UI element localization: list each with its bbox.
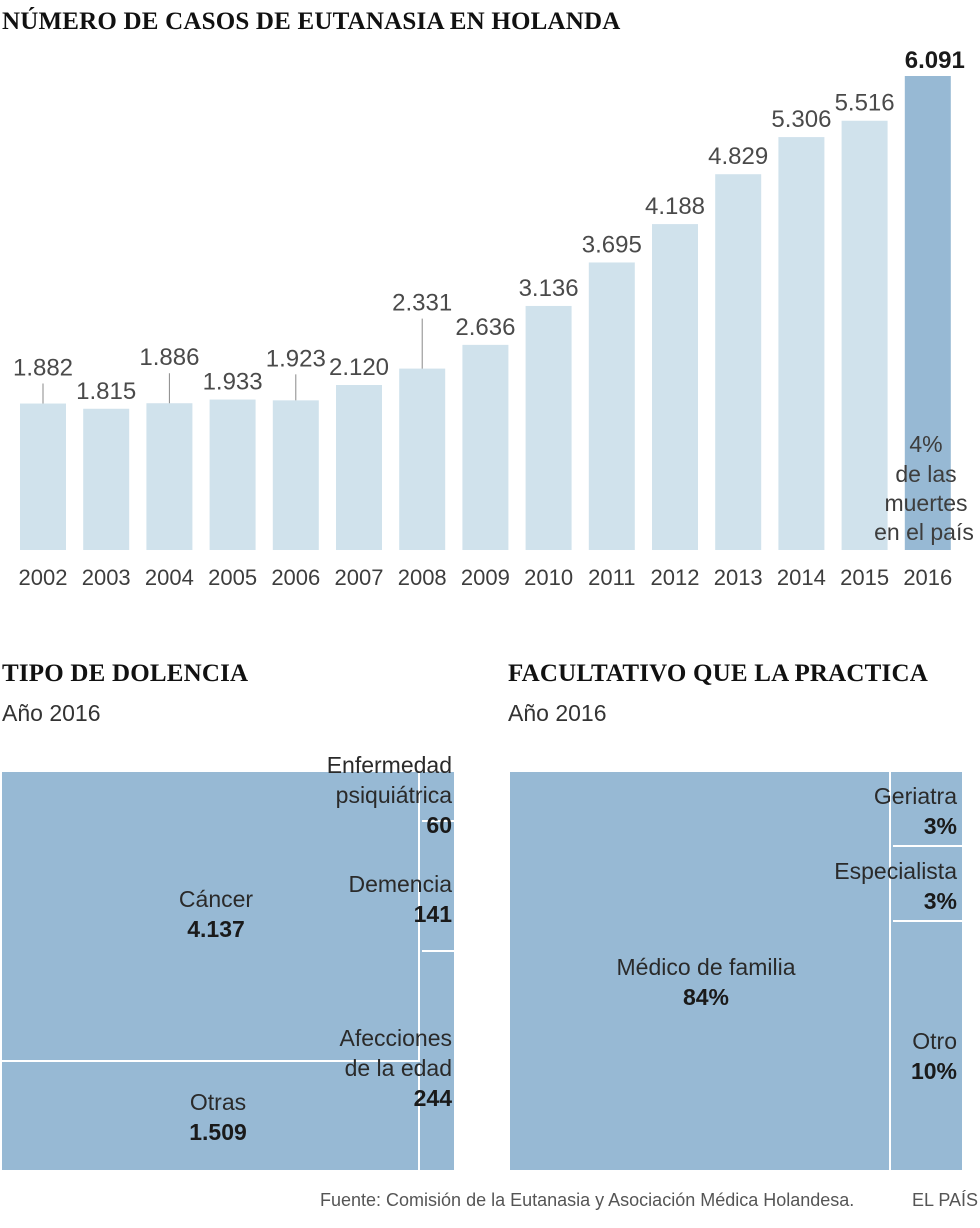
bar-2005 [209, 399, 256, 550]
cell-cancer [2, 772, 420, 1062]
bar-2007 [336, 385, 382, 550]
value-label-2004: 1.886 [139, 344, 199, 371]
value-label-2011: 3.695 [582, 231, 642, 258]
medico-label: Médico de familia 84% [576, 952, 836, 1012]
year-label-2003: 2003 [82, 565, 131, 590]
otro-label: Otro 10% [760, 1026, 957, 1086]
bar-2002 [20, 403, 66, 550]
especialista-value: 3% [923, 888, 957, 914]
geriatra-value: 3% [923, 813, 957, 839]
otro-value: 10% [910, 1058, 957, 1084]
brand-logo: EL PAÍS [912, 1190, 979, 1210]
year-label-2016: 2016 [903, 565, 952, 590]
edad-name-1: Afecciones [339, 1025, 452, 1051]
bar-2013 [715, 174, 762, 551]
cell-demencia [422, 824, 454, 952]
value-label-2003: 1.815 [76, 378, 136, 405]
bar-note-line-4: en el país [874, 519, 974, 545]
otras-name: Otras [189, 1089, 247, 1115]
bar-2016 [904, 76, 951, 550]
bar-note-line-1: 4% [909, 431, 942, 457]
value-label-2010: 3.136 [519, 275, 579, 302]
demencia-label: Demencia 141 [232, 869, 452, 929]
value-label-2005: 1.933 [203, 369, 263, 396]
year-label-2004: 2004 [145, 565, 194, 590]
year-label-2008: 2008 [398, 565, 447, 590]
geriatra-label: Geriatra 3% [760, 781, 957, 841]
edad-label: Afecciones de la edad 244 [232, 1023, 452, 1113]
year-label-2007: 2007 [335, 565, 384, 590]
medico-value: 84% [682, 984, 730, 1010]
year-label-2009: 2009 [461, 565, 510, 590]
cell-psiquiatrica [422, 772, 454, 822]
value-label-2007: 2.120 [329, 354, 389, 381]
bar-note-line-2: de las [895, 461, 956, 487]
year-label-2015: 2015 [840, 565, 889, 590]
value-label-2006: 1.923 [266, 345, 326, 372]
bar-2003 [83, 408, 130, 550]
cancer-name: Cáncer [178, 886, 254, 912]
value-label-2015: 5.516 [835, 90, 895, 117]
facultativo-subtitle: Año 2016 [508, 700, 607, 726]
year-label-2002: 2002 [19, 565, 68, 590]
otras-value: 1.509 [189, 1119, 247, 1145]
value-label-2014: 5.306 [771, 106, 831, 133]
bar-2009 [462, 344, 509, 550]
cell-otras [2, 1064, 420, 1170]
source-note: Fuente: Comisión de la Eutanasia y Asoci… [320, 1190, 855, 1210]
value-label-2008: 2.331 [392, 290, 452, 317]
bar-2011 [588, 262, 635, 550]
bar-2004 [146, 403, 193, 550]
facultativo-title: FACULTATIVO QUE LA PRACTICA [508, 660, 928, 687]
value-label-2016: 6.091 [905, 47, 965, 74]
bar-2012 [652, 224, 698, 551]
psiquiatrica-name-2: psiquiátrica [335, 782, 452, 808]
dolencia-subtitle: Año 2016 [2, 700, 101, 726]
bar-chart: 1.882 2002 1.815 2003 1.886 2004 1.933 2005 1.92… [13, 47, 974, 590]
value-label-2002: 1.882 [13, 355, 73, 382]
cell-geriatra [893, 772, 962, 847]
bar-2015 [841, 120, 888, 551]
otras-label: Otras 1.509 [118, 1087, 318, 1147]
bar-2006 [272, 400, 319, 550]
value-label-2009: 2.636 [455, 314, 515, 341]
cell-medico [510, 772, 891, 1170]
otro-name: Otro [912, 1028, 957, 1054]
chart-title: NÚMERO DE CASOS DE EUTANASIA EN HOLANDA [2, 8, 621, 35]
year-label-2010: 2010 [524, 565, 573, 590]
cancer-value: 4.137 [187, 916, 245, 942]
cancer-label: Cáncer 4.137 [116, 884, 316, 944]
demencia-name: Demencia [348, 871, 452, 897]
facultativo-treemap [510, 772, 962, 1170]
medico-name: Médico de familia [616, 954, 796, 980]
year-label-2012: 2012 [651, 565, 700, 590]
year-label-2014: 2014 [777, 565, 826, 590]
cell-especialista [893, 849, 962, 922]
bar-2010 [525, 305, 572, 550]
dolencia-treemap [2, 772, 454, 1170]
year-label-2005: 2005 [208, 565, 257, 590]
psiquiatrica-value: 60 [426, 812, 452, 838]
bar-2008 [399, 368, 446, 550]
especialista-label: Especialista 3% [760, 856, 957, 916]
demencia-value: 141 [413, 901, 452, 927]
value-label-2013: 4.829 [708, 143, 768, 170]
psiquiatrica-name-1: Enfermedad [326, 752, 452, 778]
geriatra-name: Geriatra [873, 783, 957, 809]
bar-note-line-3: muertes [884, 490, 967, 516]
year-label-2013: 2013 [714, 565, 763, 590]
psiquiatrica-label: Enfermedad psiquiátrica 60 [232, 750, 452, 840]
edad-value: 244 [413, 1085, 452, 1111]
edad-name-2: de la edad [344, 1055, 452, 1081]
value-label-2012: 4.188 [645, 193, 705, 220]
year-label-2011: 2011 [588, 565, 635, 590]
year-label-2006: 2006 [271, 565, 320, 590]
especialista-name: Especialista [834, 858, 957, 884]
bar-2014 [778, 137, 825, 550]
dolencia-title: TIPO DE DOLENCIA [2, 660, 249, 687]
